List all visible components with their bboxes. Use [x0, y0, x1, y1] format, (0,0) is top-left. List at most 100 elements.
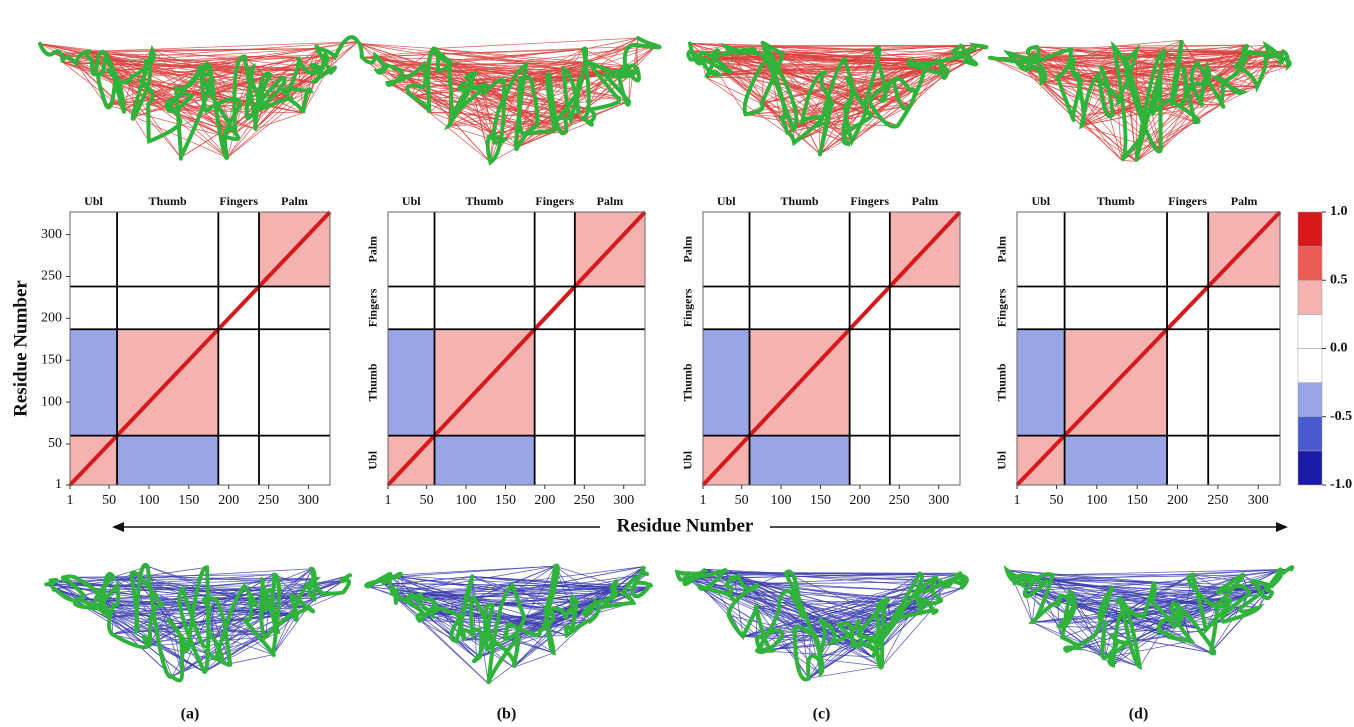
contact-line: [737, 575, 780, 603]
contact-line: [594, 587, 612, 602]
heatmap-cell: [258, 286, 331, 330]
domain-label: Palm: [1231, 194, 1258, 208]
backbone: [357, 36, 662, 166]
contact-line: [150, 607, 210, 642]
contact-line: [429, 112, 496, 135]
domain-label: Palm: [681, 236, 695, 263]
contact-line: [503, 45, 657, 82]
contact-line: [1059, 592, 1272, 596]
heatmap-cell: [1064, 211, 1168, 287]
x-tick-label: 300: [1248, 493, 1269, 508]
heatmap-cell: [574, 435, 646, 486]
backbone: [686, 40, 989, 157]
contact-line: [785, 572, 892, 621]
colorbar-tick-label: -0.5: [1330, 409, 1352, 424]
heatmap-cell: [116, 435, 219, 486]
contact-line: [50, 578, 317, 581]
contact-line: [1027, 52, 1126, 73]
heatmap-cell: [434, 286, 535, 330]
contact-line: [549, 74, 591, 123]
contact-line: [433, 37, 638, 49]
contact-line: [730, 68, 924, 72]
domain-label: Ubl: [717, 194, 736, 208]
domain-label: Fingers: [535, 194, 574, 208]
heatmap-cell: [574, 286, 646, 330]
contact-line: [1070, 44, 1248, 51]
contact-line: [361, 56, 580, 82]
contact-line: [437, 70, 625, 73]
heatmap-cell: [387, 329, 435, 436]
heatmap-cell: [1208, 329, 1281, 436]
y-tick-label: 50: [48, 436, 62, 451]
y-tick-label: 300: [41, 227, 62, 242]
contact-line: [203, 66, 311, 92]
heatmap-cell: [1064, 286, 1168, 330]
x-tick-label: 300: [613, 493, 634, 508]
heatmap-cell: [889, 329, 961, 436]
contact-line: [1192, 568, 1292, 576]
contact-line: [46, 584, 210, 608]
x-tick-label: 250: [258, 493, 279, 508]
contact-line: [724, 46, 795, 143]
contact-line: [1139, 604, 1179, 667]
contact-line: [433, 48, 590, 63]
contact-line: [989, 57, 1143, 118]
contact-line: [1258, 590, 1266, 608]
colorbar-segment: [1297, 280, 1323, 315]
plot-frame: [1016, 211, 1281, 486]
contact-line: [1032, 621, 1140, 668]
contact-line: [1059, 625, 1159, 632]
x-tick-label: 100: [138, 493, 159, 508]
heatmap-cell: [387, 286, 435, 330]
contact-line: [433, 51, 604, 75]
x-tick-label: 200: [218, 493, 239, 508]
contact-line: [1066, 591, 1221, 652]
x-tick-label: 300: [298, 493, 319, 508]
colorbar-segment: [1297, 382, 1323, 417]
contact-line: [849, 66, 942, 145]
x-axis-label: Residue Number: [617, 515, 754, 536]
panel-label: (c): [813, 706, 831, 723]
x-tick-label: 50: [1050, 493, 1064, 508]
contact-line: [779, 80, 894, 118]
contact-line: [1121, 121, 1195, 161]
contact-line: [1075, 604, 1106, 658]
heatmap-cell: [434, 435, 535, 486]
contact-line: [100, 580, 345, 601]
contact-line: [387, 48, 584, 67]
x-tick-label: 100: [456, 493, 477, 508]
heatmap-cell: [702, 211, 750, 287]
colorbar-segment: [1297, 348, 1323, 383]
contact-line: [1041, 81, 1243, 93]
contact-line: [1099, 80, 1123, 161]
contact-line: [565, 121, 591, 133]
backbone: [364, 563, 654, 685]
contact-line: [1242, 568, 1292, 576]
contact-line: [517, 90, 534, 148]
x-tick-label: 250: [1207, 493, 1228, 508]
contact-line: [516, 573, 648, 640]
contact-line: [492, 601, 577, 607]
contact-line: [765, 45, 966, 62]
contact-line: [62, 61, 116, 85]
arrow-head: [112, 522, 124, 532]
heatmap-cell: [387, 211, 435, 287]
protein-structure: [44, 562, 353, 683]
contact-line: [733, 577, 744, 637]
contact-line: [700, 56, 910, 91]
contact-line: [734, 577, 821, 675]
x-tick-label: 50: [102, 493, 116, 508]
domain-label: Thumb: [781, 194, 819, 208]
contact-line: [887, 600, 892, 624]
protein-structure: [987, 39, 1292, 162]
panel-label: (d): [1129, 706, 1149, 723]
contact-line: [433, 48, 564, 70]
contact-line: [1072, 91, 1243, 118]
heatmap-cell: [849, 435, 890, 486]
plot-frame: [69, 211, 331, 486]
protein-structure: [357, 36, 662, 166]
contact-line: [877, 610, 922, 652]
heatmap-cell: [1016, 329, 1065, 436]
domain-label: Palm: [366, 236, 380, 263]
x-tick-label: 1: [385, 493, 392, 508]
